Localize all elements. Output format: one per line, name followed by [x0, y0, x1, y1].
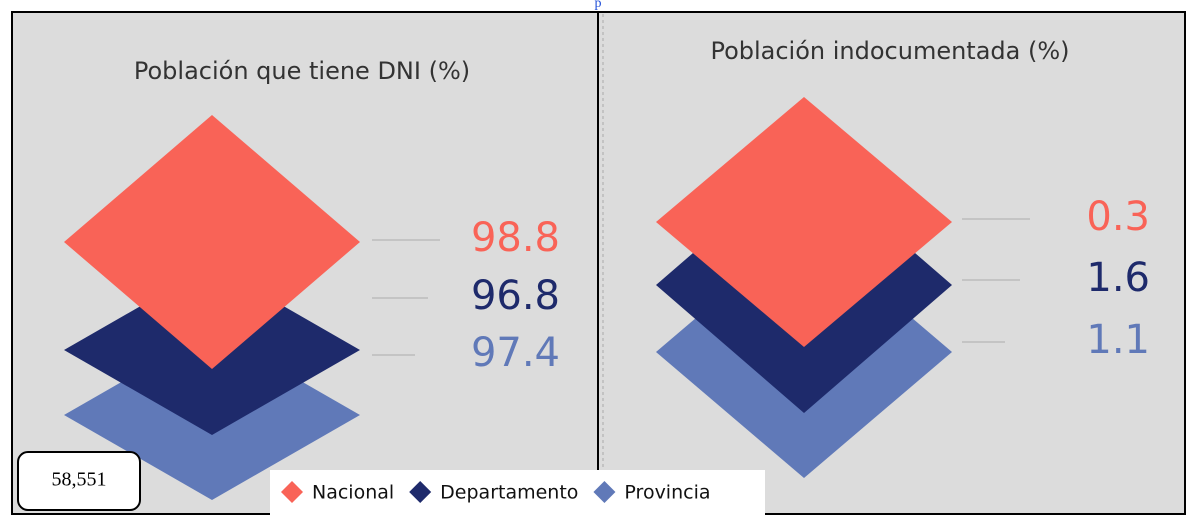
value-label: 1.6 — [1086, 255, 1150, 301]
panel-title: Población que tiene DNI (%) — [134, 57, 470, 85]
legend-marker — [593, 481, 616, 503]
legend-box — [270, 470, 765, 515]
legend-label: Nacional — [312, 482, 394, 504]
value-label: 0.3 — [1086, 194, 1150, 240]
value-label: 1.1 — [1086, 317, 1150, 363]
value-label: 96.8 — [471, 273, 560, 319]
legend-marker — [409, 481, 432, 503]
layer-diamond — [656, 97, 952, 347]
legend-label: Provincia — [624, 482, 710, 504]
legend-label: Departamento — [440, 482, 578, 504]
value-label: 98.8 — [471, 215, 560, 261]
legend-marker — [281, 481, 303, 503]
badge-text: 58,551 — [52, 469, 107, 491]
panel-title: Población indocumentada (%) — [710, 37, 1069, 65]
layer-diamond — [64, 115, 360, 369]
badge-box — [17, 451, 141, 511]
value-label: 97.4 — [471, 330, 560, 376]
top-text: p — [595, 0, 602, 11]
